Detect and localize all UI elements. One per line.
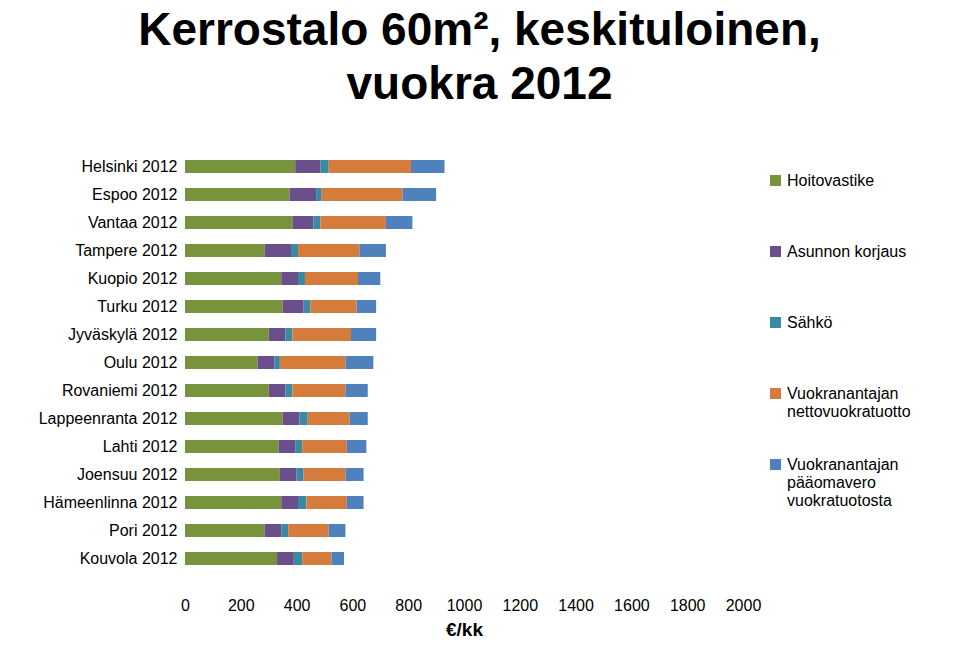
svg-text:Hämeenlinna 2012: Hämeenlinna 2012	[43, 494, 177, 511]
svg-text:1600: 1600	[614, 597, 650, 614]
svg-text:€/kk: €/kk	[446, 619, 483, 640]
svg-text:Joensuu 2012: Joensuu 2012	[77, 466, 178, 483]
svg-text:Kuopio 2012: Kuopio 2012	[88, 270, 178, 287]
svg-text:Espoo 2012: Espoo 2012	[92, 186, 178, 203]
svg-text:Pori 2012: Pori 2012	[109, 522, 178, 539]
svg-text:2000: 2000	[726, 597, 762, 614]
svg-text:400: 400	[284, 597, 311, 614]
svg-text:1800: 1800	[670, 597, 706, 614]
html-text:Vuokranantajan nettovuokratuot: Vuokranantajan nettovuokratuotto	[787, 385, 911, 420]
svg-text:Vantaa 2012: Vantaa 2012	[88, 214, 178, 231]
svg-text:Oulu 2012: Oulu 2012	[104, 354, 178, 371]
svg-text:Helsinki 2012: Helsinki 2012	[81, 158, 177, 175]
svg-text:1200: 1200	[503, 597, 539, 614]
svg-text:Lappeenranta 2012: Lappeenranta 2012	[39, 410, 178, 427]
svg-text:Lahti 2012: Lahti 2012	[103, 438, 178, 455]
svg-text:Turku 2012: Turku 2012	[97, 298, 177, 315]
svg-text:1400: 1400	[558, 597, 594, 614]
html-text:Hoitovastike: Hoitovastike	[787, 172, 875, 189]
html-text:Asunnon korjaus: Asunnon korjaus	[787, 243, 907, 260]
svg-text:Kouvola 2012: Kouvola 2012	[80, 550, 178, 567]
svg-text:200: 200	[228, 597, 255, 614]
svg-text:Tampere 2012: Tampere 2012	[75, 242, 177, 259]
svg-text:0: 0	[181, 597, 190, 614]
svg-text:Jyväskylä 2012: Jyväskylä 2012	[68, 326, 177, 343]
svg-text:1000: 1000	[447, 597, 483, 614]
html-text:Vuokranantajan pääomavero vuok: Vuokranantajan pääomavero vuokratuotosta	[787, 456, 899, 509]
svg-text:800: 800	[395, 597, 422, 614]
svg-text:600: 600	[340, 597, 367, 614]
html-text:Sähkö: Sähkö	[787, 314, 833, 331]
html-text:Kerrostalo 60m², keskituloinen: Kerrostalo 60m², keskituloinen, vuokra 2…	[138, 3, 821, 109]
svg-text:Rovaniemi 2012: Rovaniemi 2012	[62, 382, 178, 399]
